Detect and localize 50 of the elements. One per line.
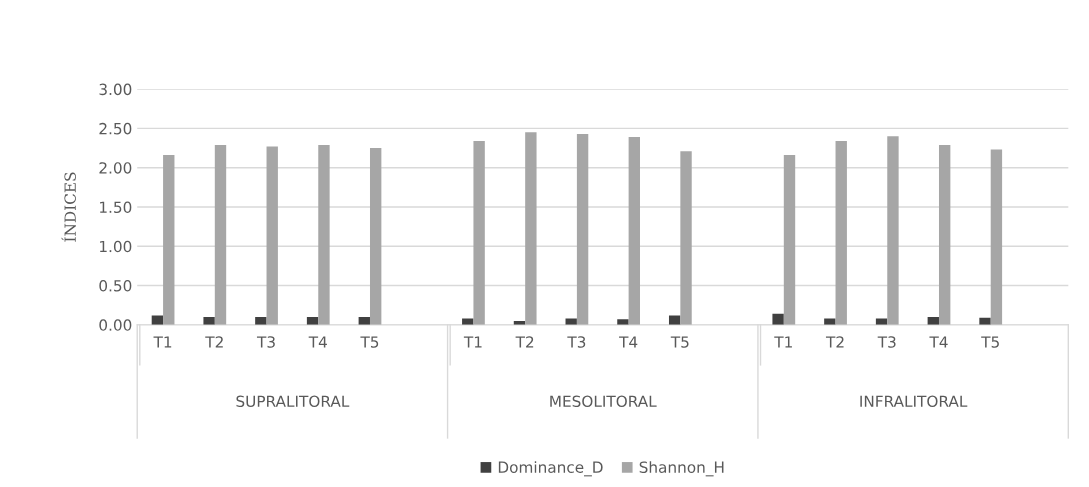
- legend-label: Dominance_D: [498, 461, 603, 477]
- x-tick-label: T5: [360, 336, 379, 348]
- bar: [525, 132, 537, 325]
- y-tick-label: 0.00: [99, 319, 132, 331]
- bar: [979, 317, 991, 325]
- bar: [151, 315, 164, 325]
- bar: [783, 155, 796, 325]
- text: INFRALITORAL: [860, 395, 968, 408]
- bar: [255, 316, 267, 325]
- x-tick-label: T1: [774, 336, 792, 348]
- y-tick-label: 2.00: [99, 162, 132, 174]
- x-tick-label: T3: [256, 336, 275, 348]
- x-tick-label: T4: [308, 336, 327, 348]
- y-tick-label: 1.00: [100, 240, 132, 253]
- bar: [163, 155, 175, 325]
- bar: [628, 137, 641, 325]
- bar: [214, 144, 227, 325]
- x-tick-label: T4: [929, 336, 948, 348]
- bar: [203, 316, 215, 325]
- y-tick-label: 2.50: [99, 122, 132, 135]
- y-axis-title: ÍNDICES: [61, 172, 76, 242]
- y-tick-label: 3.00: [99, 83, 132, 96]
- x-tick-label: T1: [463, 336, 482, 348]
- x-tick-label: T2: [825, 336, 844, 348]
- bar: [990, 149, 1003, 325]
- bar: [887, 136, 899, 325]
- bar: [318, 144, 330, 325]
- x-tick-label: T5: [981, 336, 999, 348]
- bar: [576, 133, 589, 325]
- x-tick-label: T3: [877, 336, 896, 348]
- legend-label: Shannon_H: [639, 461, 724, 477]
- x-tick-label: T3: [567, 336, 586, 348]
- x-tick-label: T5: [670, 336, 689, 348]
- bar: [835, 140, 847, 325]
- text: MESOLITORAL: [550, 395, 657, 408]
- y-tick-label: 0.50: [99, 280, 132, 292]
- bar: [938, 144, 951, 325]
- x-tick-label: T2: [515, 336, 534, 348]
- bar: [473, 140, 485, 325]
- x-tick-label: T2: [205, 336, 223, 348]
- text: SUPRALITORAL: [236, 395, 350, 408]
- bar: [266, 146, 278, 325]
- bar: [668, 315, 681, 325]
- bar: [617, 319, 629, 325]
- bar: [680, 151, 692, 325]
- x-tick-label: T4: [619, 336, 638, 348]
- y-tick-label: 1.50: [100, 201, 132, 213]
- x-tick-label: T1: [153, 336, 172, 348]
- bar: [369, 148, 382, 325]
- bar: [772, 313, 784, 325]
